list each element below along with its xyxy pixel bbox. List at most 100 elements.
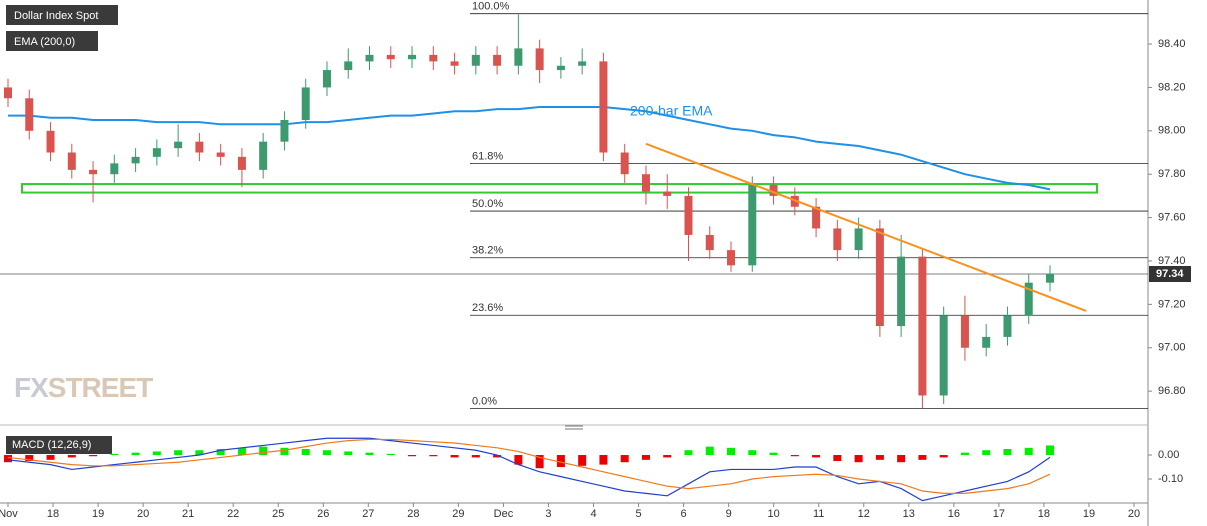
histogram-bar — [365, 452, 374, 456]
title-box — [6, 5, 118, 25]
candle-body — [365, 54, 374, 62]
histogram-bar — [152, 451, 161, 456]
candle-body — [578, 61, 587, 66]
logo-part: STREET — [48, 372, 153, 403]
histogram-bar — [344, 451, 353, 456]
candle-body — [195, 141, 204, 153]
histogram-bar — [1046, 445, 1054, 456]
y-tick-label: 0.00 — [1158, 449, 1179, 461]
candle-body — [25, 98, 34, 131]
histogram-bar — [705, 446, 714, 456]
candle-body — [1024, 282, 1033, 316]
x-tick-label: 28 — [407, 508, 419, 520]
histogram-bar — [450, 455, 459, 458]
histogram-bar — [174, 450, 183, 456]
x-tick-label: 16 — [948, 508, 960, 520]
candle-body — [875, 228, 884, 327]
logo-part: FX — [14, 372, 49, 403]
candle-body — [280, 119, 289, 142]
candle-body — [322, 70, 331, 88]
histogram-bar — [514, 455, 523, 465]
last-price-label: 97.34 — [1156, 268, 1184, 280]
x-tick-label: 4 — [590, 508, 596, 520]
histogram-bar — [322, 450, 331, 456]
histogram-bar — [89, 455, 98, 457]
candle-body — [344, 61, 353, 71]
histogram-bar — [25, 455, 34, 462]
histogram-bar — [578, 455, 587, 466]
y-tick-label: 97.00 — [1158, 342, 1186, 354]
y-tick-label: 98.20 — [1158, 81, 1186, 93]
candle-body — [620, 152, 629, 175]
histogram-bar — [46, 455, 55, 460]
ema-label: 200-bar EMA — [630, 103, 713, 119]
candle-body — [812, 206, 821, 229]
x-tick-label: 3 — [545, 508, 551, 520]
x-tick-label: 18 — [47, 508, 59, 520]
y-tick-label: 97.40 — [1158, 255, 1186, 267]
y-tick-label: 98.00 — [1158, 125, 1186, 137]
histogram-bar — [301, 449, 310, 456]
candle-body — [748, 185, 757, 266]
candle-body — [237, 156, 246, 170]
histogram-bar — [131, 452, 140, 456]
candle-body — [641, 174, 650, 192]
histogram-bar — [216, 449, 225, 456]
y-tick-label: 98.40 — [1158, 38, 1186, 50]
x-tick-label: 20 — [1128, 508, 1140, 520]
candle-body — [67, 152, 76, 170]
candle-body — [89, 169, 98, 175]
candle-body — [46, 130, 55, 153]
candle-body — [918, 256, 927, 396]
y-tick-label: 96.80 — [1158, 385, 1186, 397]
fib-label: 38.2% — [472, 245, 503, 257]
trendline — [645, 142, 1087, 312]
x-tick-label: 29 — [452, 508, 464, 520]
candle-body — [663, 191, 672, 196]
histogram-bar — [620, 455, 629, 463]
x-tick-label: 22 — [227, 508, 239, 520]
histogram-bar — [599, 455, 608, 465]
fib-label: 61.8% — [472, 150, 503, 162]
fib-label: 50.0% — [472, 198, 503, 210]
candle-body — [152, 148, 161, 157]
x-tick-label: 25 — [272, 508, 284, 520]
x-tick-label: 26 — [317, 508, 329, 520]
macd-title: MACD (12,26,9) — [12, 439, 91, 451]
indicator-box — [6, 31, 98, 51]
y-tick-label: 97.20 — [1158, 298, 1186, 310]
macd-line — [7, 438, 1051, 495]
candle-body — [833, 228, 842, 251]
candle-body — [1003, 315, 1012, 337]
x-tick-label: Dec — [494, 508, 514, 520]
ema-line — [8, 105, 1051, 191]
histogram-bar — [812, 455, 821, 458]
histogram-bar — [429, 455, 438, 457]
macd-line — [7, 437, 1051, 502]
histogram-bar — [960, 452, 969, 456]
candle-body — [450, 61, 459, 66]
x-tick-label: 12 — [858, 508, 870, 520]
y-tick-label: -0.10 — [1158, 473, 1183, 485]
candle-body — [599, 61, 608, 153]
logo: FXSTREET — [14, 372, 153, 403]
x-tick-label: 13 — [903, 508, 915, 520]
histogram-bar — [854, 455, 863, 463]
histogram-bar — [280, 447, 289, 456]
candle-body — [471, 54, 480, 66]
last-price-box — [1149, 265, 1191, 282]
histogram-bar — [556, 455, 565, 468]
support-zone — [21, 183, 1098, 194]
histogram-bar — [769, 452, 778, 456]
fib-label: 100.0% — [472, 1, 510, 13]
candle-body — [727, 250, 736, 266]
x-tick-label: 5 — [635, 508, 641, 520]
candle-body — [897, 256, 906, 327]
candle-body — [854, 228, 863, 251]
histogram-bar — [408, 455, 417, 457]
x-tick-label: 21 — [182, 508, 194, 520]
x-tick-label: 10 — [768, 508, 780, 520]
histogram-bar — [110, 453, 119, 456]
histogram-bar — [386, 453, 395, 456]
candle-body — [429, 54, 438, 62]
